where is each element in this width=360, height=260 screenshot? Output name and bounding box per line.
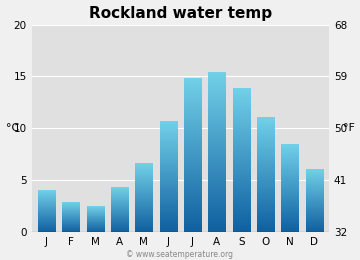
Y-axis label: °F: °F (343, 123, 355, 133)
Title: Rockland water temp: Rockland water temp (89, 5, 272, 21)
Text: © www.seatemperature.org: © www.seatemperature.org (126, 250, 234, 259)
Y-axis label: °C: °C (5, 123, 19, 133)
